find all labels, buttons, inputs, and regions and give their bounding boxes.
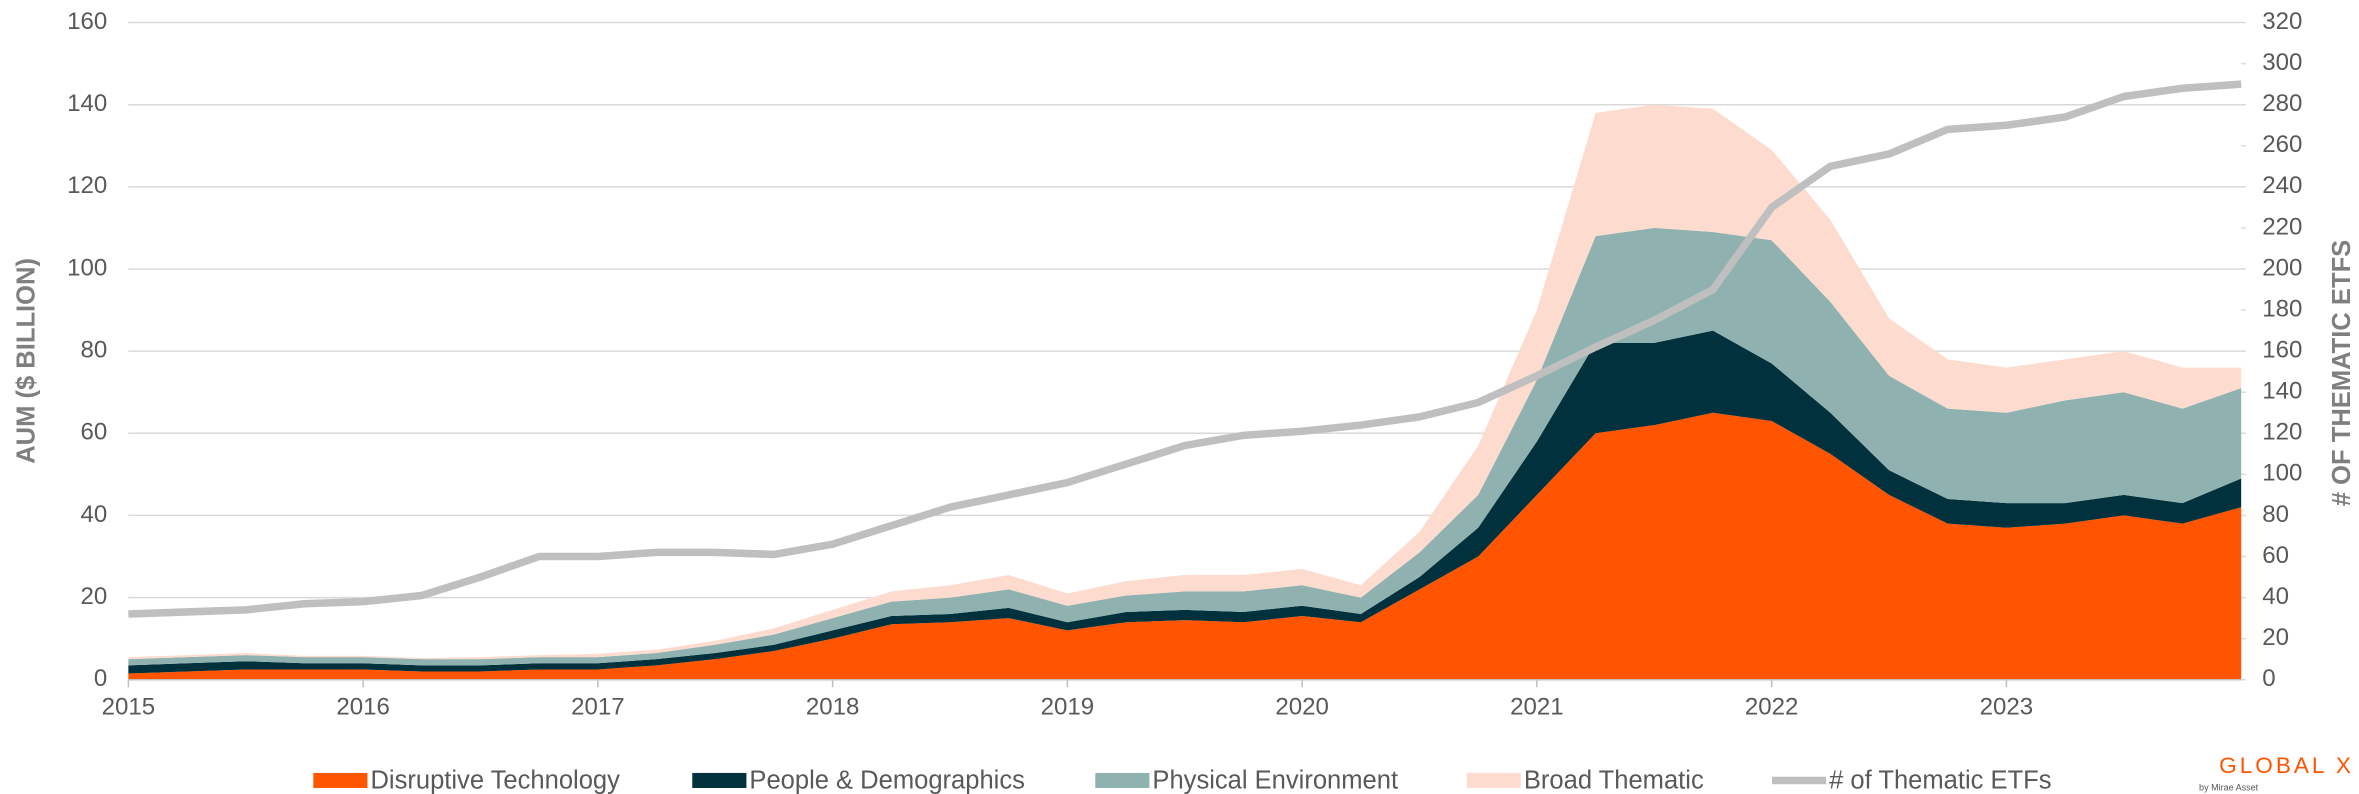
legend-label: # of Thematic ETFs [1829, 767, 2051, 794]
legend-swatch [1095, 772, 1150, 788]
y2-tick-label: 0 [2262, 665, 2275, 692]
grid [128, 21, 2242, 681]
x-tick-label: 2017 [571, 694, 625, 721]
y2-tick-label: 240 [2262, 172, 2302, 199]
y-tick-label: 100 [67, 254, 107, 281]
legend-swatch [692, 772, 747, 788]
y-tick-label: 140 [67, 90, 107, 117]
y2-tick-label: 160 [2262, 336, 2302, 363]
y-tick-label: 0 [94, 665, 107, 692]
y-tick-label: 160 [67, 8, 107, 35]
y2-tick-label: 40 [2262, 583, 2289, 610]
y2-tick-label: 120 [2262, 419, 2302, 446]
legend-swatch [313, 772, 368, 788]
x-tick-label: 2022 [1745, 694, 1798, 721]
y2-tick-label: 60 [2262, 542, 2289, 569]
logo-sub: by Mirae Asset [2199, 782, 2259, 792]
y2-tick-label: 300 [2262, 49, 2302, 76]
y2-tick-label: 260 [2262, 131, 2302, 158]
y-tick-label: 80 [81, 336, 108, 363]
legend-label: Disruptive Technology [370, 767, 620, 794]
x-tick-label: 2021 [1510, 694, 1564, 721]
x-tick-label: 2019 [1041, 694, 1095, 721]
x-tick-label: 2015 [102, 694, 155, 721]
x-tick-label: 2018 [806, 694, 860, 721]
y2-tick-label: 100 [2262, 460, 2302, 487]
y2-tick-label: 20 [2262, 624, 2289, 651]
y2-tick-label: 280 [2262, 90, 2302, 117]
y2-tick-label: 180 [2262, 295, 2302, 322]
area [128, 412, 2242, 680]
y-tick-label: 40 [81, 501, 108, 528]
y2-tick-label: 140 [2262, 378, 2302, 405]
y2-tick-label: 320 [2262, 8, 2302, 35]
legend-label: Physical Environment [1152, 767, 1398, 794]
y-tick-label: 120 [67, 172, 107, 199]
legend-label: Broad Thematic [1524, 767, 1704, 794]
x-tick-label: 2020 [1275, 694, 1329, 721]
line [128, 80, 2242, 618]
y2-axis-title: # OF THEMATIC ETFS [2328, 240, 2356, 506]
logo: GLOBAL X [2219, 753, 2354, 778]
x-tick-label: 2023 [1980, 694, 2033, 721]
legend-swatch [1466, 772, 1521, 788]
x-tick-label: 2016 [336, 694, 390, 721]
y2-tick-label: 80 [2262, 501, 2289, 528]
legend-label: People & Demographics [749, 767, 1025, 794]
y2-tick-label: 220 [2262, 213, 2302, 240]
y-axis-title: AUM ($ BILLION) [12, 258, 40, 464]
y-tick-label: 60 [81, 419, 108, 446]
y2-tick-label: 200 [2262, 254, 2302, 281]
y-tick-label: 20 [81, 583, 108, 610]
